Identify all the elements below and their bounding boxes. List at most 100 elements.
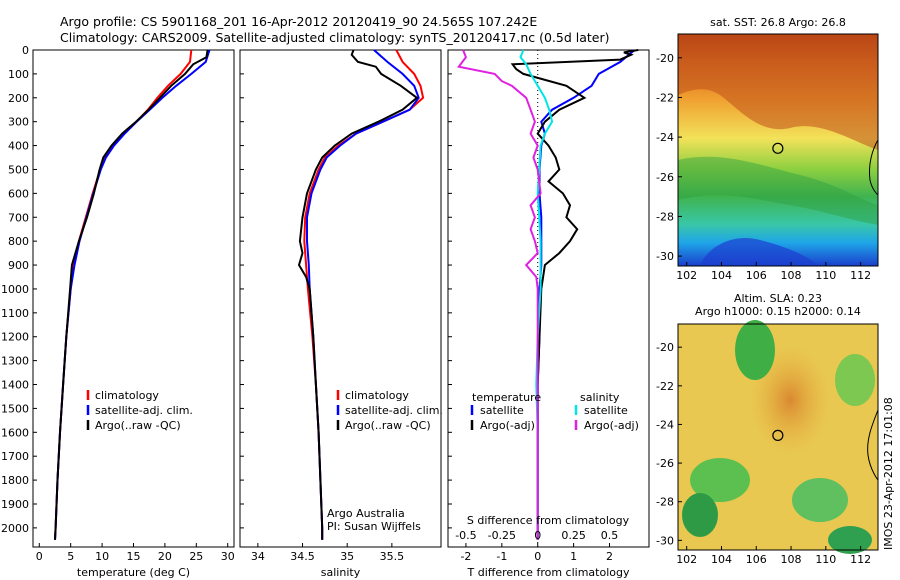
x-tick-label: -2 xyxy=(460,550,471,563)
temperature-panel: 0100200300400500600700800900100011001200… xyxy=(1,44,235,579)
depth-tick-label: 300 xyxy=(8,116,29,129)
x-tick-label: 5 xyxy=(67,550,74,563)
map-lon-label: 112 xyxy=(850,553,871,566)
legend-label: satellite-adj. clim. xyxy=(95,404,193,417)
attribution-line: PI: Susan Wijffels xyxy=(327,520,421,533)
map-lon-label: 104 xyxy=(711,269,732,282)
x-tick-label: 1 xyxy=(570,550,577,563)
plot-frame xyxy=(32,49,235,548)
sst-map-title: sat. SST: 26.8 Argo: 26.8 xyxy=(710,16,846,29)
map-lat-label: -28 xyxy=(656,496,674,509)
x-tick-label: 35 xyxy=(340,550,354,563)
sla-map-title: Altim. SLA: 0.23 xyxy=(734,292,822,305)
map-lat-label: -24 xyxy=(656,418,674,431)
s-tick-label: 0 xyxy=(534,529,541,542)
x-tick-label: 0 xyxy=(36,550,43,563)
x-axis-label: T difference from climatology xyxy=(467,566,630,579)
series-line-temperature-argo-adj xyxy=(510,49,639,540)
map-lon-label: 108 xyxy=(781,269,802,282)
attribution-line: Argo Australia xyxy=(327,507,405,520)
sst-map-frame xyxy=(677,33,879,267)
map-lat-label: -30 xyxy=(656,534,674,547)
legend-label: satellite xyxy=(584,404,628,417)
depth-tick-label: 600 xyxy=(8,187,29,200)
sst-warm-patch xyxy=(678,34,878,150)
depth-tick-label: 1600 xyxy=(1,426,29,439)
map-lon-label: 110 xyxy=(815,269,836,282)
map-lat-label: -26 xyxy=(656,171,674,184)
depth-tick-label: 1500 xyxy=(1,402,29,415)
depth-tick-label: 1900 xyxy=(1,498,29,511)
legend-label: satellite-adj. clim. xyxy=(345,404,443,417)
depth-tick-label: 2000 xyxy=(1,522,29,535)
s-tick-label: -0.5 xyxy=(455,529,476,542)
map-lat-label: -20 xyxy=(656,52,674,65)
map-lat-label: -22 xyxy=(656,91,674,104)
x-tick-label: 35.5 xyxy=(380,550,405,563)
map-lat-label: -20 xyxy=(656,341,674,354)
map-lat-label: -26 xyxy=(656,457,674,470)
sla-coastline xyxy=(867,409,879,481)
sla-green-blob xyxy=(792,478,848,522)
sst-map-panel: sat. SST: 26.8 Argo: 26.8 102 104 106 108 11… xyxy=(656,16,879,282)
legend-label: climatology xyxy=(95,389,159,402)
depth-tick-label: 1400 xyxy=(1,379,29,392)
map-lon-label: 110 xyxy=(815,553,836,566)
s-tick-label: 0.5 xyxy=(601,529,619,542)
s-tick-label: 0.25 xyxy=(561,529,586,542)
x-tick-label: 34 xyxy=(251,550,265,563)
s-tick-label: -0.25 xyxy=(488,529,516,542)
sla-green-blob xyxy=(835,354,875,406)
sla-map-panel: Altim. SLA: 0.23 Argo h1000: 0.15 h2000:… xyxy=(656,292,879,566)
plot-frame xyxy=(239,49,442,548)
sla-argo-location-marker xyxy=(772,429,784,441)
depth-tick-label: 1000 xyxy=(1,283,29,296)
x-tick-label: 10 xyxy=(95,550,109,563)
series-line-argo-raw-qc xyxy=(297,49,419,540)
depth-tick-label: 100 xyxy=(8,68,29,81)
depth-tick-label: 900 xyxy=(8,259,29,272)
salinity-panel: 34 34.5 35 35.5 salinity climatology satellite… xyxy=(239,49,443,579)
series-line-argo-raw-qc xyxy=(54,49,209,540)
sla-map-frame xyxy=(677,323,879,551)
map-lon-label: 112 xyxy=(850,269,871,282)
depth-tick-label: 500 xyxy=(8,163,29,176)
x-tick-label: 20 xyxy=(158,550,172,563)
x-tick-label: 15 xyxy=(127,550,141,563)
depth-tick-label: 1100 xyxy=(1,307,29,320)
sla-green-blob xyxy=(682,493,718,537)
sst-cool-patch xyxy=(700,238,820,266)
legend-label: Argo(-adj) xyxy=(480,419,535,432)
legend-label: salinity xyxy=(580,391,620,404)
depth-tick-label: 700 xyxy=(8,211,29,224)
x-tick-label: -1 xyxy=(496,550,507,563)
map-lat-label: -22 xyxy=(656,380,674,393)
depth-tick-label: 0 xyxy=(22,44,29,57)
legend-label: Argo(..raw -QC) xyxy=(95,419,181,432)
x-axis-label: temperature (deg C) xyxy=(77,566,190,579)
depth-tick-label: 1800 xyxy=(1,474,29,487)
map-lat-label: -28 xyxy=(656,210,674,223)
x-tick-label: 34.5 xyxy=(290,550,315,563)
x-tick-label: 25 xyxy=(189,550,203,563)
map-lon-label: 104 xyxy=(711,553,732,566)
figure-title-line2: Climatology: CARS2009. Satellite-adjuste… xyxy=(60,30,610,45)
series-line-salinity-argo-adj xyxy=(457,49,542,540)
map-lon-label: 106 xyxy=(746,553,767,566)
x-tick-label: 30 xyxy=(221,550,235,563)
sla-green-blob xyxy=(735,320,775,380)
sla-map-subtitle: Argo h1000: 0.15 h2000: 0.14 xyxy=(695,305,861,318)
x-tick-label: 0 xyxy=(534,550,541,563)
plot-frame xyxy=(447,49,650,548)
depth-tick-label: 800 xyxy=(8,235,29,248)
depth-tick-label: 1300 xyxy=(1,355,29,368)
sla-green-blob xyxy=(690,458,750,502)
sst-coastline xyxy=(869,139,879,196)
legend-label: satellite xyxy=(480,404,524,417)
difference-panel: -2 -1 0 1 2 T difference from climatology S di… xyxy=(447,49,650,579)
map-lon-label: 102 xyxy=(676,269,697,282)
map-lon-label: 102 xyxy=(676,553,697,566)
imos-timestamp: IMOS 23-Apr-2012 17:01:08 xyxy=(882,397,895,550)
map-lat-label: -24 xyxy=(656,131,674,144)
